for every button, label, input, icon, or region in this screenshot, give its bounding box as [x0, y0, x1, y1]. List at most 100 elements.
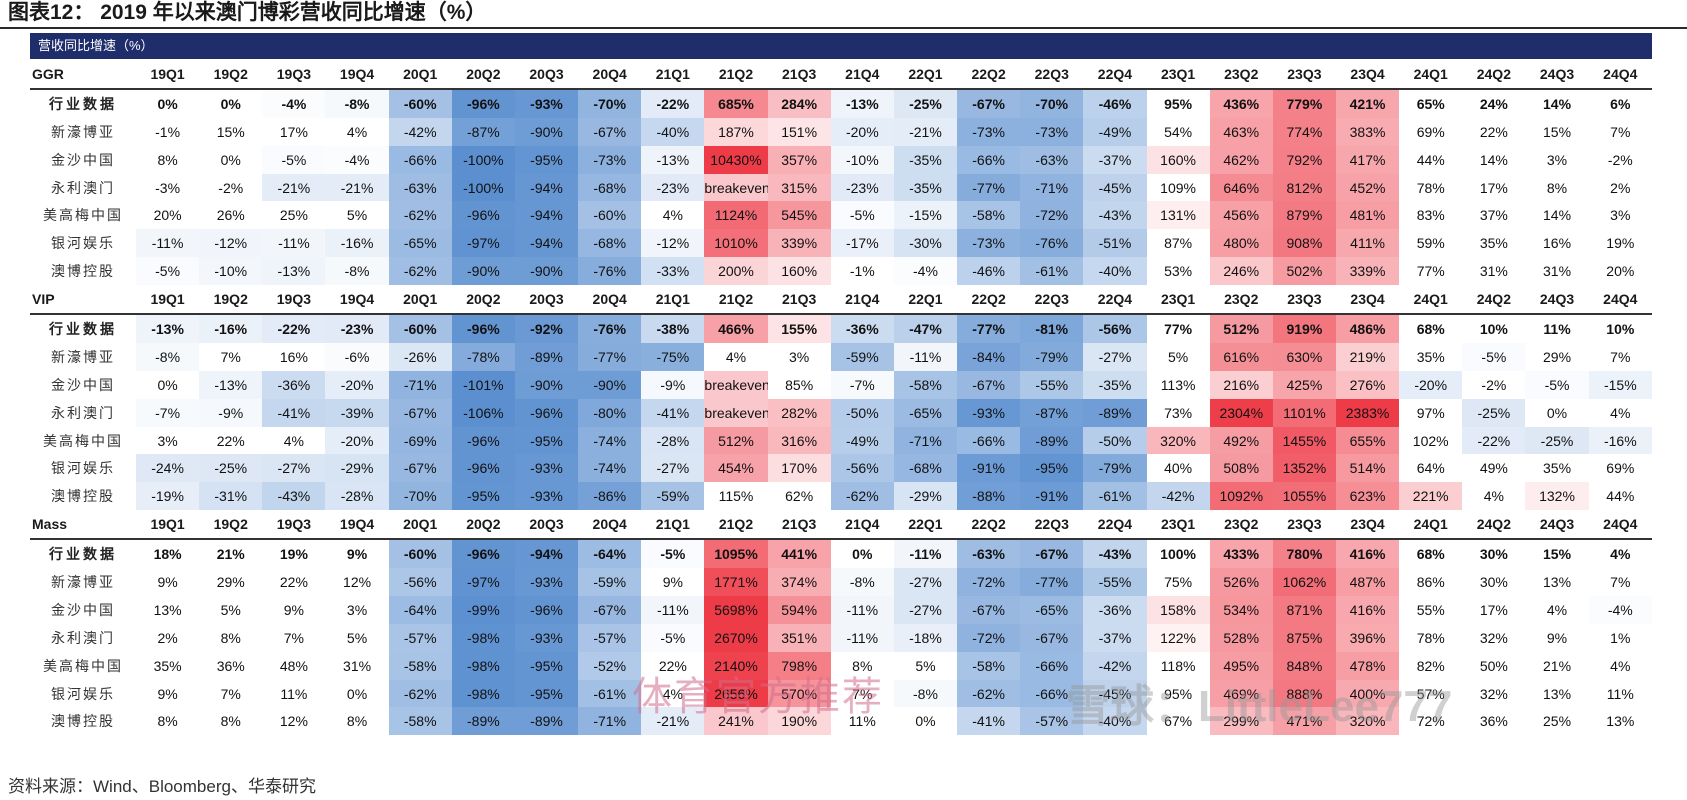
value-cell: -27% [641, 454, 705, 483]
value-cell: 7% [1610, 123, 1631, 140]
value-cell: 26% [216, 207, 245, 224]
value-cell: 4% [1483, 488, 1504, 505]
quarter-header: 23Q4 [1335, 60, 1400, 90]
value-cell: -5% [262, 145, 326, 174]
value-cell: -97% [451, 229, 515, 258]
value-cell: -21% [893, 117, 958, 146]
value-cell: 480% [1209, 229, 1273, 258]
value-cell: 616% [1209, 342, 1273, 371]
value-cell: -37% [1083, 623, 1147, 652]
row-label: 新濠博亚 [51, 123, 115, 140]
quarter-header: 22Q2 [957, 60, 1021, 90]
value-cell: -95% [514, 145, 579, 174]
value-cell: 545% [767, 201, 831, 230]
industry-row: 行业数据 -13% -16% -22% -23% -60% -96% -92% -76% -38%… [30, 314, 1652, 343]
value-cell: -58% [957, 201, 1021, 230]
value-cell: 792% [1272, 145, 1336, 174]
value-cell: -71% [893, 426, 958, 455]
value-cell: -29% [325, 454, 389, 483]
value-cell: 0% [852, 546, 873, 563]
value-cell: 54% [1164, 123, 1193, 140]
value-cell: -96% [451, 539, 515, 569]
section-name: GGR [30, 60, 136, 90]
value-cell: -2% [218, 179, 244, 196]
value-cell: -10% [830, 145, 894, 174]
quarter-header: 20Q3 [514, 285, 579, 316]
value-cell: -94% [514, 539, 579, 569]
quarter-header: 21Q4 [830, 285, 894, 316]
value-cell: 646% [1209, 173, 1273, 202]
value-cell: 908% [1272, 229, 1336, 258]
value-cell: -75% [641, 342, 705, 371]
value-cell: -73% [957, 229, 1021, 258]
value-cell: 1% [1610, 629, 1631, 646]
value-cell: 69% [1606, 460, 1635, 477]
value-cell: 1124% [704, 201, 768, 230]
value-cell: -93% [514, 623, 579, 652]
value-cell: 15% [216, 123, 245, 140]
value-cell: 0% [1546, 404, 1568, 421]
value-cell: 29% [216, 573, 245, 590]
quarter-header: 19Q4 [325, 60, 389, 90]
value-cell: -5% [641, 539, 705, 569]
value-cell: 241% [704, 707, 768, 736]
value-cell: -59% [578, 568, 642, 596]
value-cell: -64% [388, 595, 452, 624]
quarter-header: 21Q1 [641, 285, 705, 316]
value-cell: 425% [1272, 370, 1336, 399]
value-cell: -42% [1146, 482, 1210, 511]
value-cell: 35% [1543, 460, 1572, 477]
value-cell: 5% [220, 601, 241, 618]
value-cell: 7% [852, 685, 873, 702]
value-cell: 4% [346, 123, 368, 140]
value-cell: -40% [1083, 707, 1147, 736]
quarter-header: 19Q3 [262, 510, 326, 541]
value-cell: 160% [767, 257, 831, 286]
value-cell: 9% [157, 685, 178, 702]
value-cell: 109% [1160, 179, 1196, 196]
value-cell: -43% [1083, 201, 1147, 230]
value-cell: 77% [1416, 263, 1445, 280]
value-cell: 416% [1335, 595, 1400, 624]
value-cell: -90% [514, 370, 579, 399]
quarter-header: 24Q2 [1462, 60, 1526, 90]
value-cell: 59% [1416, 235, 1445, 252]
value-cell: -95% [514, 426, 579, 455]
value-cell: -60% [388, 539, 452, 569]
value-cell: -15% [1588, 370, 1652, 399]
value-cell: -98% [451, 651, 515, 680]
value-cell: 62% [785, 488, 814, 505]
value-cell: -36% [1083, 595, 1147, 624]
value-cell: -84% [957, 342, 1021, 371]
value-cell: -67% [388, 454, 452, 483]
value-cell: 48% [279, 657, 308, 674]
value-cell: 21% [216, 546, 245, 563]
value-cell: 0% [220, 151, 241, 168]
value-cell: -93% [514, 482, 579, 511]
section-header-row: Mass 19Q1 19Q2 19Q3 19Q4 20Q1 20Q2 20Q3 20Q4 21Q1… [30, 510, 1652, 541]
value-cell: 2304% [1209, 398, 1273, 427]
quarter-header: 22Q1 [893, 285, 958, 316]
value-cell: 462% [1209, 145, 1273, 174]
value-cell: -71% [1020, 173, 1084, 202]
value-cell: 50% [1479, 657, 1508, 674]
company-row: 永利澳门 2% 8% 7% 5% -57% -98% -93% -57% -5% 2670% 351%… [30, 623, 1652, 652]
value-cell: -67% [578, 595, 642, 624]
value-cell: 4% [283, 432, 304, 449]
value-cell: 35% [1416, 348, 1445, 365]
quarter-header: 24Q4 [1588, 60, 1652, 90]
value-cell: 3% [789, 348, 810, 365]
value-cell: 12% [343, 573, 372, 590]
value-cell: -11% [262, 229, 326, 258]
value-cell: -97% [451, 568, 515, 596]
value-cell: -66% [957, 426, 1021, 455]
value-cell: 73% [1164, 404, 1193, 421]
value-cell: 14% [1543, 95, 1572, 112]
value-cell: -72% [1020, 201, 1084, 230]
value-cell: 339% [767, 229, 831, 258]
value-cell: 433% [1209, 539, 1273, 569]
value-cell: -19% [136, 482, 200, 511]
value-cell: -95% [514, 679, 579, 708]
value-cell: -22% [262, 314, 326, 343]
table-banner: 营收同比增速（%） [30, 33, 1652, 59]
